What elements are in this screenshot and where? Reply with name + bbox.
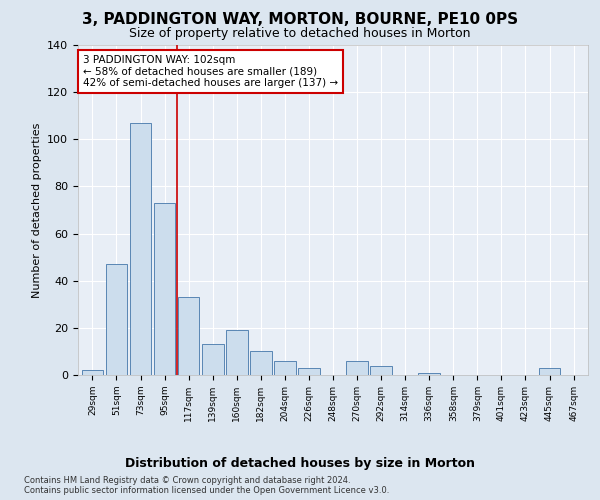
Bar bbox=[418, 372, 440, 375]
Bar bbox=[274, 361, 296, 375]
Bar bbox=[178, 297, 199, 375]
Text: 3 PADDINGTON WAY: 102sqm
← 58% of detached houses are smaller (189)
42% of semi-: 3 PADDINGTON WAY: 102sqm ← 58% of detach… bbox=[83, 55, 338, 88]
Y-axis label: Number of detached properties: Number of detached properties bbox=[32, 122, 41, 298]
Bar bbox=[82, 370, 103, 375]
Bar bbox=[539, 368, 560, 375]
Text: 3, PADDINGTON WAY, MORTON, BOURNE, PE10 0PS: 3, PADDINGTON WAY, MORTON, BOURNE, PE10 … bbox=[82, 12, 518, 28]
Text: Contains HM Land Registry data © Crown copyright and database right 2024.
Contai: Contains HM Land Registry data © Crown c… bbox=[24, 476, 389, 495]
Bar bbox=[250, 352, 272, 375]
Bar bbox=[346, 361, 368, 375]
Bar bbox=[154, 203, 175, 375]
Text: Size of property relative to detached houses in Morton: Size of property relative to detached ho… bbox=[129, 28, 471, 40]
Bar bbox=[298, 368, 320, 375]
Bar bbox=[226, 330, 248, 375]
Bar bbox=[370, 366, 392, 375]
Bar bbox=[202, 344, 224, 375]
Bar bbox=[106, 264, 127, 375]
Bar bbox=[130, 123, 151, 375]
Text: Distribution of detached houses by size in Morton: Distribution of detached houses by size … bbox=[125, 458, 475, 470]
